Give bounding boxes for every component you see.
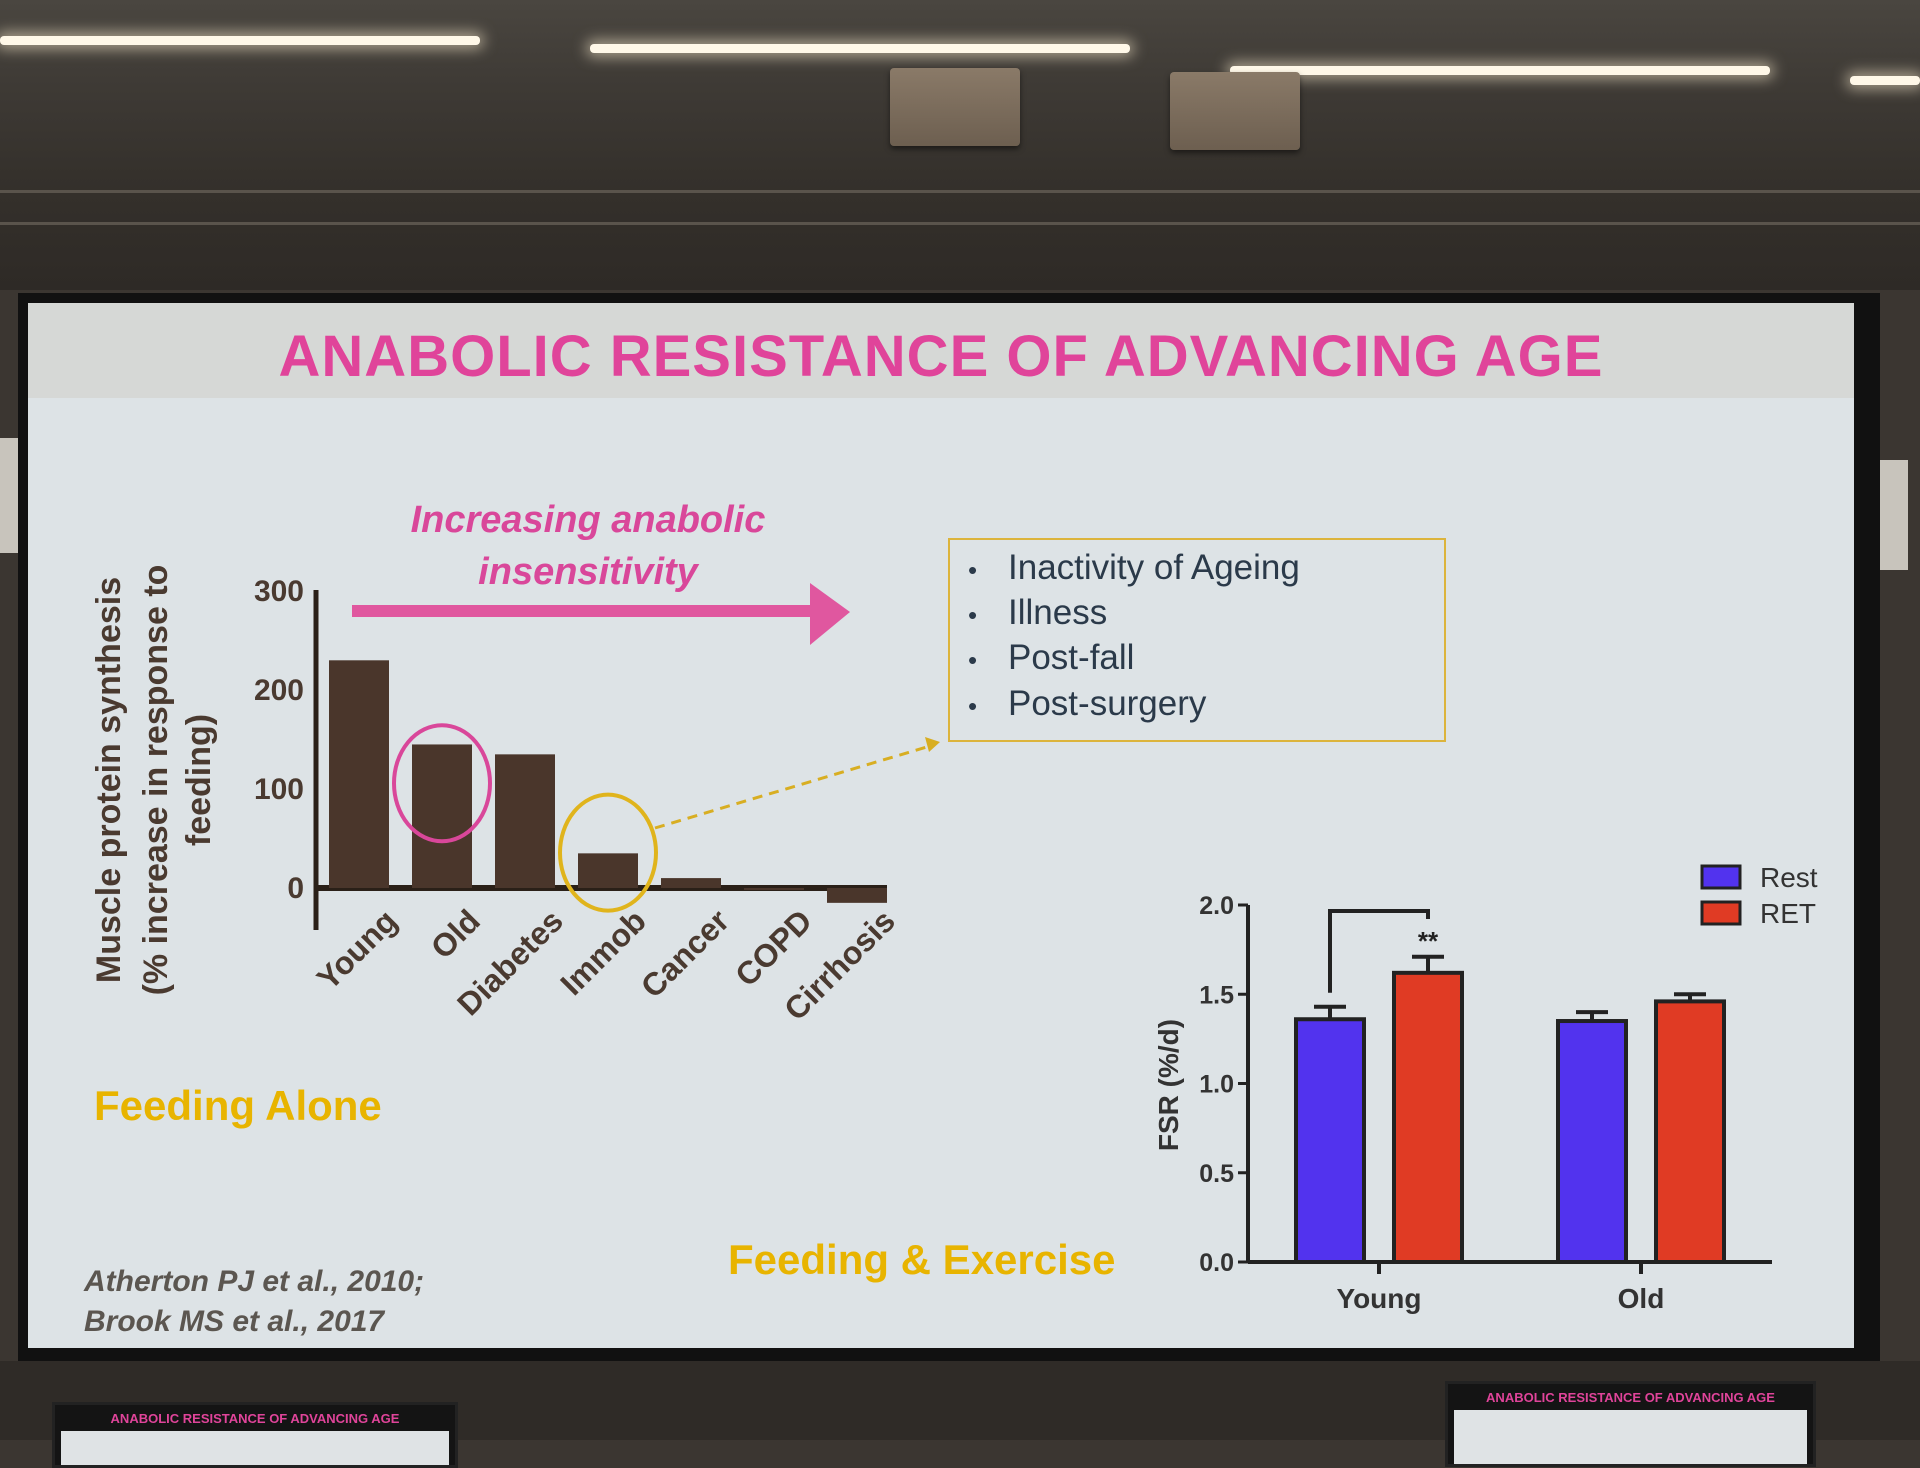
ceiling-light [1230, 66, 1770, 75]
ceiling-speaker [890, 68, 1020, 146]
monitor-body [1454, 1410, 1807, 1464]
projected-slide: ANABOLIC RESISTANCE OF ADVANCING AGE [28, 303, 1854, 1348]
wall-panel [0, 438, 20, 553]
feeding-alone-label: Feeding Alone [94, 1082, 382, 1129]
ceiling-beam [0, 190, 1920, 193]
monitor-title: ANABOLIC RESISTANCE OF ADVANCING AGE [110, 1411, 400, 1426]
bullet-item: • Inactivity of Ageing [968, 548, 1300, 588]
ceiling-light [0, 36, 480, 45]
bullet-icon: • [968, 691, 978, 721]
arrow-label-line1: Increasing anabolic [410, 499, 766, 541]
arrow-label: Increasing anabolic insensitivity [368, 494, 808, 598]
monitor-title: ANABOLIC RESISTANCE OF ADVANCING AGE [1486, 1390, 1775, 1405]
arrow-label-line2: insensitivity [478, 551, 698, 593]
ceiling-light [1850, 76, 1920, 85]
ceiling-beam [0, 222, 1920, 225]
feeding-exercise-label: Feeding & Exercise [728, 1236, 1116, 1283]
bullet-icon: • [968, 645, 978, 675]
bullet-text: Post-fall [1008, 638, 1135, 677]
bullet-text: Inactivity of Ageing [1008, 548, 1300, 587]
ceiling-speaker [1170, 72, 1300, 150]
confidence-monitor-right: ANABOLIC RESISTANCE OF ADVANCING AGE [1445, 1381, 1816, 1467]
citation: Atherton PJ et al., 2010; Brook MS et al… [84, 1262, 424, 1342]
bullet-item: • Post-fall [968, 638, 1134, 678]
ceiling-light [590, 44, 1130, 53]
bullet-text: Post-surgery [1008, 684, 1207, 723]
citation-line2: Brook MS et al., 2017 [84, 1305, 385, 1338]
bullet-item: • Illness [968, 593, 1107, 633]
slide-title: ANABOLIC RESISTANCE OF ADVANCING AGE [278, 324, 1604, 389]
bullet-icon: • [968, 555, 978, 585]
monitor-body [61, 1431, 449, 1465]
bullet-item: • Post-surgery [968, 684, 1206, 724]
bullet-box: • Inactivity of Ageing • Illness • Post-fal… [948, 538, 1446, 742]
bullet-icon: • [968, 600, 978, 630]
confidence-monitor-left: ANABOLIC RESISTANCE OF ADVANCING AGE [52, 1402, 458, 1468]
citation-line1: Atherton PJ et al., 2010; [84, 1265, 425, 1298]
title-bar [28, 303, 1854, 398]
bullet-text: Illness [1008, 593, 1108, 632]
